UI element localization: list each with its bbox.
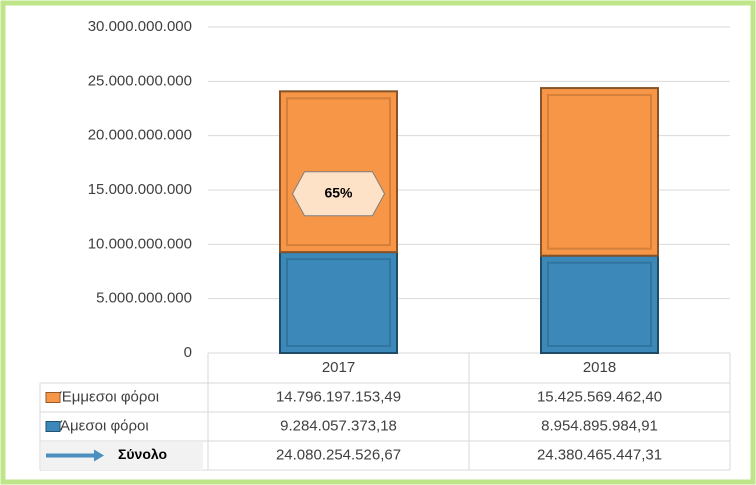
bar xyxy=(540,254,659,354)
x-tick-label: 2017 xyxy=(322,359,355,376)
y-tick-label: 25.000.000.000 xyxy=(88,72,192,89)
y-tick-label: 10.000.000.000 xyxy=(88,235,192,252)
y-tick-label: 0 xyxy=(184,344,192,361)
bar-bevel xyxy=(286,258,391,348)
annotation-shape xyxy=(291,171,386,217)
table-cell: 24.380.465.447,31 xyxy=(537,446,662,463)
legend-swatch xyxy=(45,392,61,403)
bar-bevel xyxy=(547,261,652,347)
legend-swatch xyxy=(45,421,61,432)
legend-label: Έμμεσοι φόροι xyxy=(59,388,159,405)
legend-label: Άμεσοι φόροι xyxy=(60,417,149,434)
bar xyxy=(540,87,659,257)
x-tick-label: 2018 xyxy=(583,359,616,376)
y-tick-label: 5.000.000.000 xyxy=(96,290,192,307)
legend-label: Σύνολο xyxy=(118,446,167,462)
table-cell: 8.954.895.984,91 xyxy=(541,417,658,434)
y-tick-label: 20.000.000.000 xyxy=(88,127,192,144)
table-cell: 24.080.254.526,67 xyxy=(276,446,401,463)
bar-bevel xyxy=(286,97,391,247)
annotation: 65% xyxy=(324,184,353,200)
legend-arrow-head xyxy=(94,449,104,462)
bar xyxy=(279,251,398,355)
y-tick-label: 30.000.000.000 xyxy=(88,18,192,35)
table-cell: 9.284.057.373,18 xyxy=(280,417,397,434)
table-cell: 15.425.569.462,40 xyxy=(537,388,662,405)
table-cell: 14.796.197.153,49 xyxy=(276,388,401,405)
y-tick-label: 15.000.000.000 xyxy=(88,181,192,198)
bar-bevel xyxy=(547,94,652,250)
